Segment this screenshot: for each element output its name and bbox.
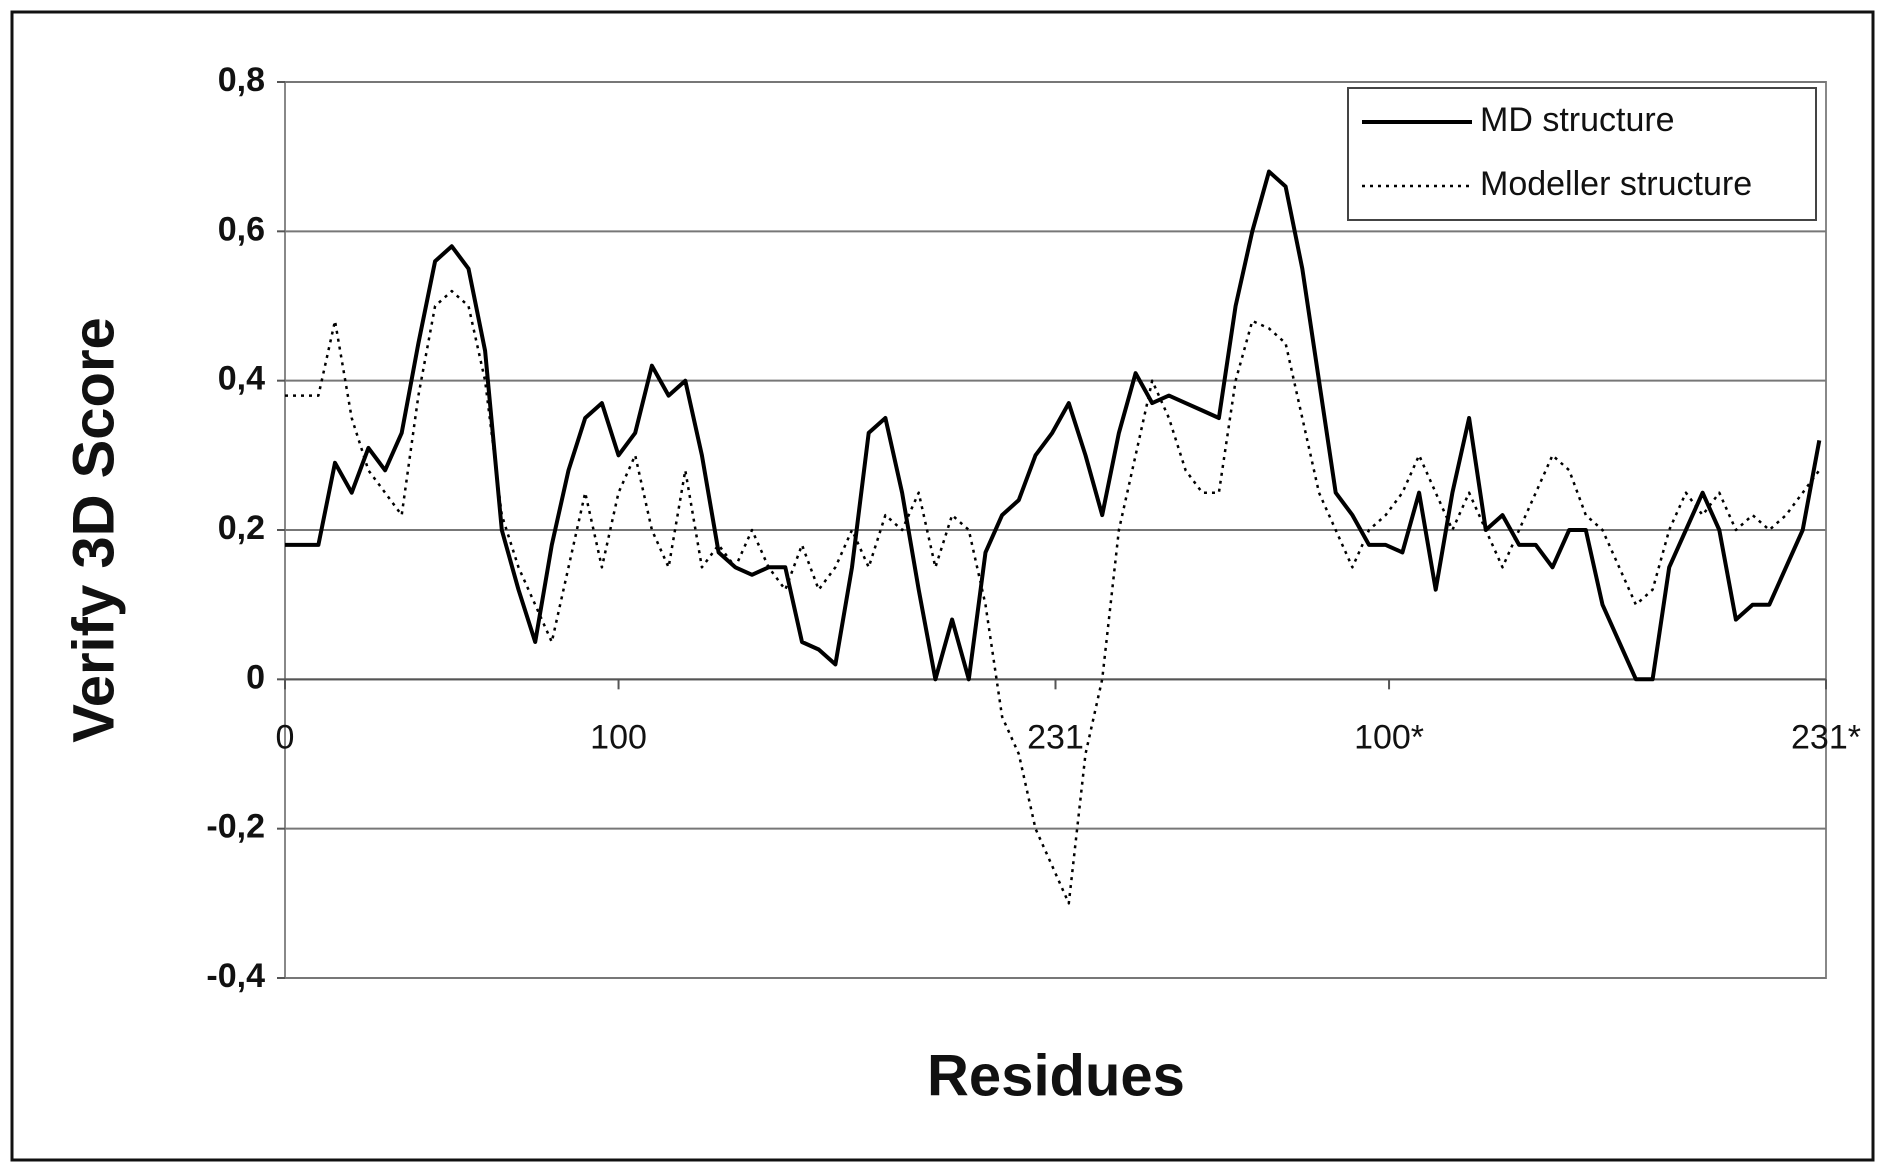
y-tick-label: -0,4	[206, 957, 265, 995]
series-line	[285, 169, 1822, 682]
x-tick-label: 231	[1027, 718, 1084, 756]
x-tick-label: 100*	[1354, 718, 1424, 756]
series-line	[285, 289, 1821, 905]
y-tick-label: 0	[246, 658, 265, 696]
y-tick-label: -0,2	[206, 808, 265, 846]
x-axis-title: Residues	[927, 1043, 1185, 1108]
legend-label: Modeller structure	[1480, 165, 1752, 203]
legend-box	[1347, 87, 1817, 221]
y-tick-label: 0,6	[218, 210, 265, 248]
y-tick-label: 0,4	[218, 360, 265, 398]
legend-label: MD structure	[1480, 101, 1675, 139]
x-tick-label: 100	[590, 718, 647, 756]
legend: MD structure Modeller structure	[1347, 87, 1817, 221]
x-tick-label: 231*	[1791, 718, 1861, 756]
x-tick-label: 0	[276, 718, 295, 756]
y-tick-label: 0,2	[218, 509, 265, 547]
y-axis-title: Verify 3D Score	[61, 317, 126, 743]
y-tick-label: 0,8	[218, 61, 265, 99]
